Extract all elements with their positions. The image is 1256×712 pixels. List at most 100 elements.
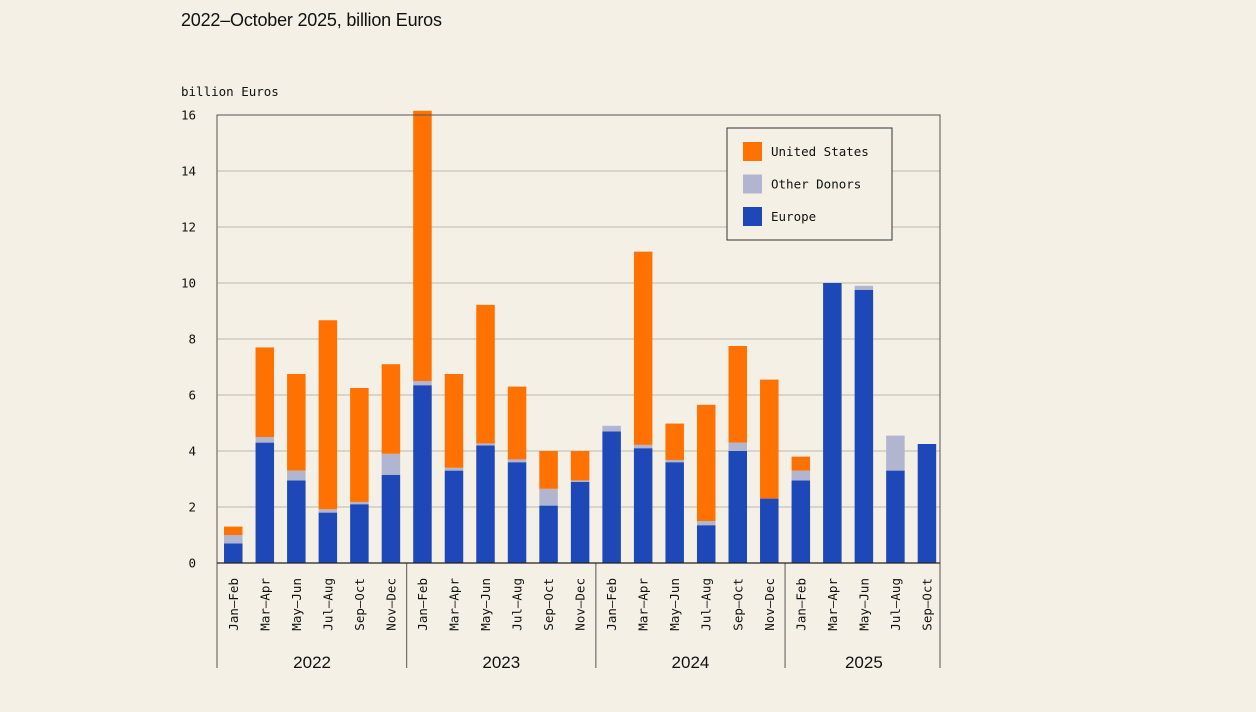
bar-europe-1 — [255, 442, 275, 563]
bar-united-states-10 — [539, 451, 558, 489]
bars — [224, 110, 937, 563]
bar-united-states-8 — [476, 304, 495, 444]
y-tick-label: 14 — [181, 164, 196, 179]
bar-other-donors-0 — [224, 535, 243, 544]
bar-united-states-18 — [791, 456, 811, 471]
bar-europe-21 — [886, 470, 905, 563]
bar-united-states-17 — [760, 379, 779, 499]
y-tick-label: 12 — [181, 220, 196, 235]
x-tick-label: Jul–Aug — [699, 578, 714, 631]
bar-europe-6 — [413, 385, 432, 563]
bar-united-states-4 — [350, 388, 369, 502]
bar-europe-10 — [539, 505, 558, 563]
bar-other-donors-4 — [350, 501, 369, 505]
x-tick-label: Sep–Oct — [541, 578, 556, 631]
x-tick-label: Jan–Feb — [604, 578, 619, 631]
bar-other-donors-14 — [665, 459, 684, 463]
bar-europe-18 — [791, 480, 811, 563]
year-label-2023: 2023 — [482, 653, 520, 672]
x-tick-label: May–Jun — [667, 578, 682, 631]
legend-label: United States — [771, 144, 869, 159]
bar-united-states-16 — [728, 346, 748, 443]
y-tick-label: 16 — [181, 108, 196, 123]
y-tick-label: 6 — [188, 388, 196, 403]
x-tick-label: May–Jun — [856, 578, 871, 631]
bar-other-donors-2 — [287, 470, 306, 481]
bar-other-donors-10 — [539, 488, 558, 506]
bar-united-states-5 — [381, 364, 401, 454]
bar-europe-5 — [381, 474, 401, 563]
bar-europe-19 — [823, 283, 842, 563]
bar-other-donors-1 — [255, 437, 275, 443]
bar-europe-12 — [602, 431, 621, 563]
bar-united-states-9 — [507, 386, 527, 460]
plot-frame — [216, 114, 941, 564]
bar-europe-16 — [728, 451, 748, 563]
bar-europe-11 — [570, 481, 590, 563]
chart-subtitle: 2022–October 2025, billion Euros — [181, 10, 442, 30]
bar-other-donors-8 — [476, 443, 495, 446]
x-tick-label: Sep–Oct — [919, 578, 934, 631]
bar-united-states-3 — [318, 320, 338, 510]
x-tick-label: May–Jun — [289, 578, 304, 631]
bar-europe-20 — [854, 290, 874, 563]
bar-europe-13 — [633, 448, 653, 563]
x-tick-label: Nov–Dec — [573, 578, 588, 631]
year-groups: 2022 2023 2024 2025 — [216, 563, 941, 672]
bar-europe-4 — [350, 504, 369, 563]
x-tick-label: Jan–Feb — [793, 578, 808, 631]
year-label-2022: 2022 — [293, 653, 331, 672]
bar-other-donors-20 — [854, 285, 874, 290]
y-axis-ticks: 0 2 4 6 8 10 12 14 16 — [181, 108, 196, 571]
legend-label: Europe — [771, 209, 816, 224]
bar-united-states-14 — [665, 423, 684, 460]
year-label-2025: 2025 — [845, 653, 883, 672]
legend-swatch-united-states — [743, 142, 762, 161]
y-axis-label: billion Euros — [181, 84, 279, 99]
legend-swatch-europe — [743, 207, 762, 226]
bar-other-donors-21 — [886, 435, 905, 471]
y-tick-label: 0 — [188, 556, 196, 571]
x-tick-label: Sep–Oct — [352, 578, 367, 631]
bar-other-donors-13 — [633, 444, 653, 449]
x-tick-label: Mar–Apr — [446, 578, 461, 631]
bar-united-states-1 — [255, 347, 275, 437]
bar-europe-22 — [917, 444, 937, 563]
x-tick-label: Jan–Feb — [415, 578, 430, 631]
x-tick-label: Sep–Oct — [730, 578, 745, 631]
bar-other-donors-9 — [507, 459, 527, 463]
y-tick-label: 4 — [188, 444, 196, 459]
bar-europe-2 — [287, 480, 306, 563]
x-tick-label: Jan–Feb — [226, 578, 241, 631]
bar-other-donors-16 — [728, 442, 748, 451]
bar-europe-8 — [476, 445, 495, 563]
bar-europe-3 — [318, 512, 338, 563]
y-tick-label: 2 — [188, 500, 196, 515]
bar-europe-9 — [507, 462, 527, 563]
legend-swatch-other-donors — [743, 174, 762, 194]
bar-europe-7 — [444, 470, 464, 563]
bar-united-states-13 — [633, 251, 653, 445]
bar-other-donors-6 — [413, 381, 432, 386]
x-tick-label: Mar–Apr — [825, 578, 840, 631]
x-tick-label: May–Jun — [478, 578, 493, 631]
x-tick-label: Mar–Apr — [257, 578, 272, 631]
x-tick-label: Jul–Aug — [888, 578, 903, 631]
bar-other-donors-18 — [791, 470, 811, 481]
x-axis-labels: Jan–Feb Mar–Apr May–Jun Jul–Aug Sep–Oct Nov–D… — [226, 578, 935, 631]
x-tick-label: Mar–Apr — [636, 578, 651, 631]
legend: United States Other Donors Europe — [726, 127, 893, 241]
bar-europe-14 — [665, 462, 684, 563]
bar-other-donors-12 — [602, 425, 621, 432]
bar-europe-17 — [760, 498, 779, 563]
x-tick-label: Nov–Dec — [762, 578, 777, 631]
bar-united-states-2 — [287, 374, 306, 471]
y-tick-label: 8 — [188, 332, 196, 347]
bar-united-states-7 — [444, 374, 464, 468]
year-label-2024: 2024 — [672, 653, 710, 672]
bar-other-donors-15 — [696, 521, 716, 526]
bar-united-states-15 — [696, 404, 716, 521]
bar-other-donors-5 — [381, 453, 401, 475]
bar-europe-0 — [224, 543, 243, 563]
bar-other-donors-7 — [444, 467, 464, 471]
